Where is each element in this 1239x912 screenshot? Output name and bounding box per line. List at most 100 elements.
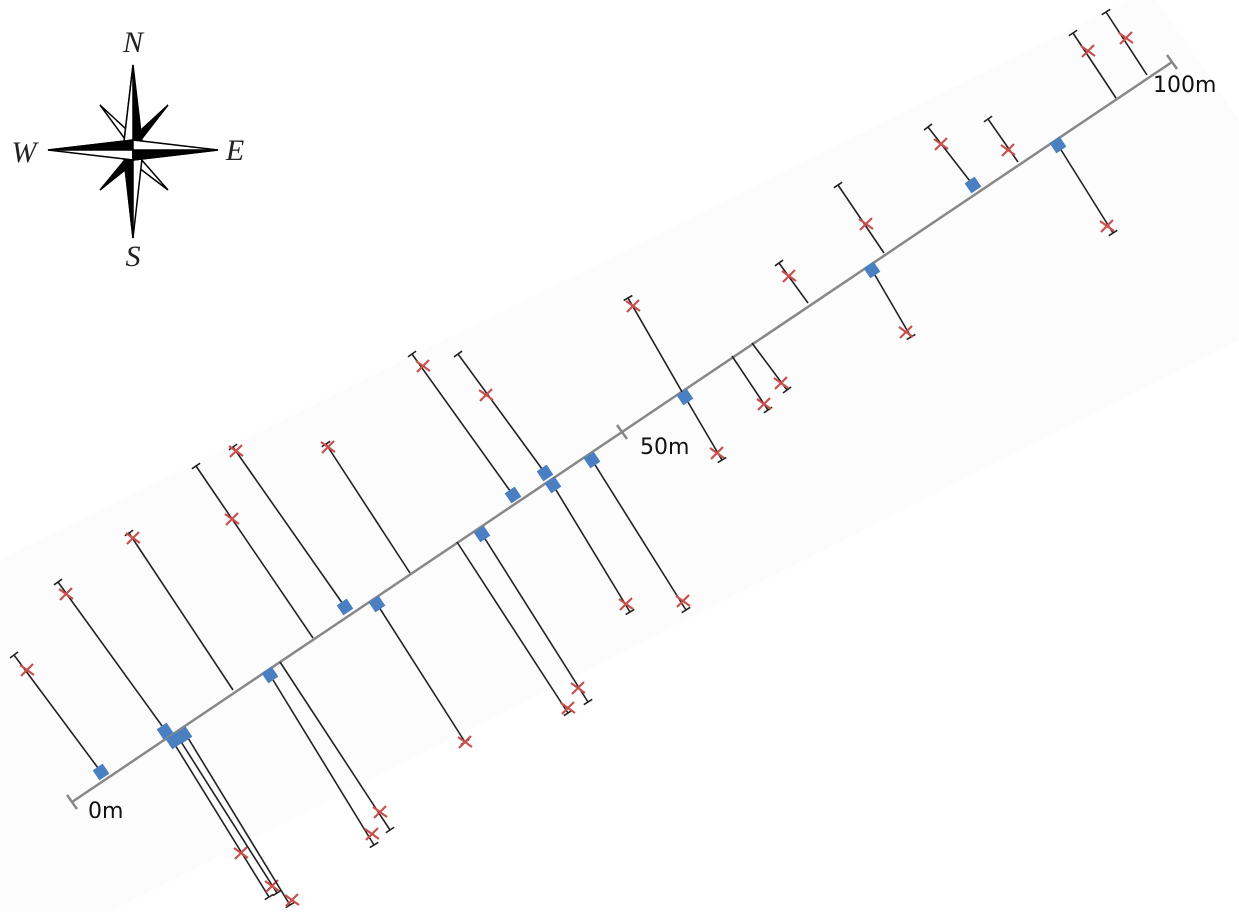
observation-marker xyxy=(228,444,244,458)
offset-cap xyxy=(407,350,417,358)
offset-cap xyxy=(717,456,727,464)
offset-cap xyxy=(625,608,635,616)
offset-line xyxy=(184,732,291,906)
offset-cap xyxy=(1068,29,1078,37)
station-marker xyxy=(964,176,982,194)
observation-marker xyxy=(618,597,634,611)
station-marker xyxy=(261,666,279,684)
station-marker xyxy=(583,451,601,469)
observation-marker xyxy=(364,827,380,841)
observation-marker xyxy=(1000,143,1016,157)
station-marker xyxy=(92,763,110,781)
scale-label: 0m xyxy=(88,799,123,824)
offset-cap xyxy=(782,386,792,394)
observation-marker xyxy=(233,846,249,860)
offset-line xyxy=(195,465,314,639)
offset-cap xyxy=(774,259,784,267)
offset-cap xyxy=(453,350,463,358)
observation-marker xyxy=(560,701,576,715)
offset-cap xyxy=(53,578,63,586)
offset-line xyxy=(731,355,769,411)
observation-marker xyxy=(858,217,874,231)
compass-rose xyxy=(47,64,219,239)
offset-cap xyxy=(385,826,395,834)
station-marker xyxy=(536,464,554,482)
offset-line xyxy=(837,184,885,254)
observation-marker xyxy=(284,893,300,907)
offset-line xyxy=(325,443,411,574)
observation-marker xyxy=(898,325,914,339)
offset-line xyxy=(627,297,686,398)
observation-marker xyxy=(773,376,789,390)
station-marker xyxy=(473,525,491,543)
observation-marker xyxy=(457,735,473,749)
offset-cap xyxy=(191,462,201,470)
offset-cap xyxy=(9,651,19,659)
compass-south: S xyxy=(126,240,141,273)
offset-cap xyxy=(369,841,379,849)
offset-line xyxy=(232,446,346,608)
scale-ticks xyxy=(65,54,1179,810)
offset-cap xyxy=(272,889,282,897)
offset-cap xyxy=(1108,229,1118,237)
offset-cap xyxy=(923,123,933,131)
offset-cap xyxy=(833,181,843,189)
offset-line xyxy=(13,654,102,773)
observation-marker xyxy=(224,512,240,526)
observation-marker xyxy=(58,587,74,601)
compass-north: N xyxy=(122,26,145,59)
observation-marker xyxy=(320,440,336,454)
offset-line xyxy=(171,739,270,898)
offset-line xyxy=(871,269,912,338)
offset-line xyxy=(481,533,589,703)
offset-cap xyxy=(623,294,633,302)
station-marker xyxy=(863,261,881,279)
offset-line xyxy=(591,459,687,611)
observation-marker xyxy=(1118,31,1134,45)
observation-marker xyxy=(264,879,280,893)
observation-marker xyxy=(625,299,641,313)
station-marker xyxy=(544,476,562,494)
observation-marker xyxy=(675,594,691,608)
observation-marker xyxy=(125,531,141,545)
station-marker xyxy=(336,598,354,616)
observation-marker xyxy=(781,269,797,283)
offset-line xyxy=(778,262,809,304)
offset-cap xyxy=(264,893,274,901)
offset-line xyxy=(1057,144,1114,234)
offset-cap xyxy=(583,698,593,706)
offset-line xyxy=(269,674,375,846)
station-marker xyxy=(676,388,694,406)
station-marker xyxy=(156,722,174,740)
offset-line xyxy=(1072,32,1117,99)
compass-east: E xyxy=(225,134,244,167)
observation-marker xyxy=(478,388,494,402)
scale-label: 100m xyxy=(1153,73,1216,98)
observation-marker xyxy=(1080,44,1096,58)
observation-marker xyxy=(570,681,586,695)
observation-marker xyxy=(709,446,725,460)
offset-line xyxy=(376,603,466,743)
offset-line xyxy=(456,541,569,714)
offset-cap xyxy=(285,901,295,909)
compass-west: W xyxy=(12,136,40,169)
offset-cap xyxy=(321,440,331,448)
observation-marker xyxy=(372,805,388,819)
station-marker xyxy=(1049,136,1067,154)
offset-line xyxy=(457,353,546,474)
offset-cap xyxy=(906,333,916,341)
observation-marker xyxy=(415,359,431,373)
offset-line xyxy=(552,484,631,613)
offset-line xyxy=(927,126,974,186)
station-marker xyxy=(504,486,522,504)
offset-line xyxy=(684,396,723,461)
observation-marker xyxy=(756,397,772,411)
observation-marker xyxy=(19,663,35,677)
scale-label: 50m xyxy=(640,435,689,460)
offset-line xyxy=(57,581,166,731)
observation-marker xyxy=(1099,219,1115,233)
offset-line xyxy=(279,661,391,831)
offset-line xyxy=(1105,11,1148,76)
